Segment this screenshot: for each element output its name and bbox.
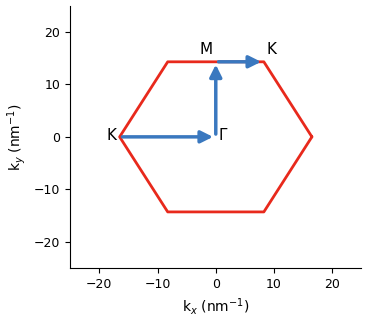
X-axis label: k$_x$ (nm$^{-1}$): k$_x$ (nm$^{-1}$) (182, 297, 250, 318)
Text: M: M (200, 42, 213, 57)
Text: K: K (107, 128, 117, 143)
Y-axis label: k$_y$ (nm$^{-1}$): k$_y$ (nm$^{-1}$) (6, 103, 29, 171)
Text: K: K (267, 42, 277, 57)
Text: Γ: Γ (219, 128, 227, 143)
